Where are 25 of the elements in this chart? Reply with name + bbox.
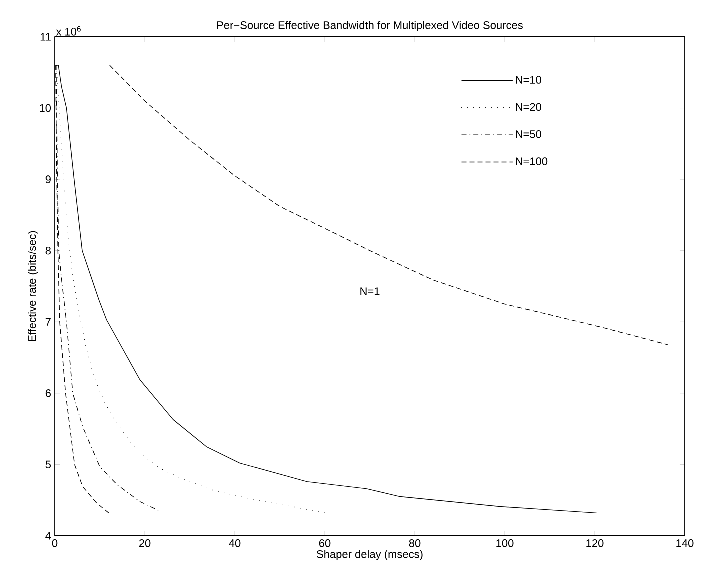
annotation: N=1: [360, 288, 380, 296]
y-tick-label: 5: [46, 460, 51, 469]
x-tick-label: 140: [676, 540, 694, 548]
y-tick-label: 7: [46, 318, 51, 326]
legend-label: N=10: [516, 76, 542, 84]
y-axis-title: Effective rate (bits/sec): [28, 231, 38, 342]
x-tick-label: 100: [496, 540, 514, 548]
x-tick-label: 20: [139, 540, 151, 548]
y-tick-label: 9: [46, 176, 51, 184]
legend-label: N=50: [516, 130, 542, 138]
legend-label: N=100: [516, 158, 548, 166]
y-tick-label: 10: [40, 104, 52, 112]
x-axis-title: Shaper delay (msecs): [317, 550, 423, 560]
x-tick-label: 80: [409, 540, 421, 548]
y-tick-label: 8: [46, 246, 51, 255]
legend-label: N=20: [516, 103, 542, 112]
y-tick-label: 6: [46, 390, 51, 398]
x-tick-label: 40: [229, 540, 241, 548]
x-tick-label: 0: [52, 540, 58, 548]
y-tick-label: 4: [46, 532, 52, 540]
chart-title: Per−Source Effective Bandwidth for Multiplexed Video Sources: [217, 21, 523, 32]
x-tick-label: 60: [319, 540, 331, 548]
y-tick-label: 11: [40, 33, 51, 41]
text: x 10$^{6}$: [56, 26, 81, 36]
x-tick-label: 120: [586, 540, 604, 548]
